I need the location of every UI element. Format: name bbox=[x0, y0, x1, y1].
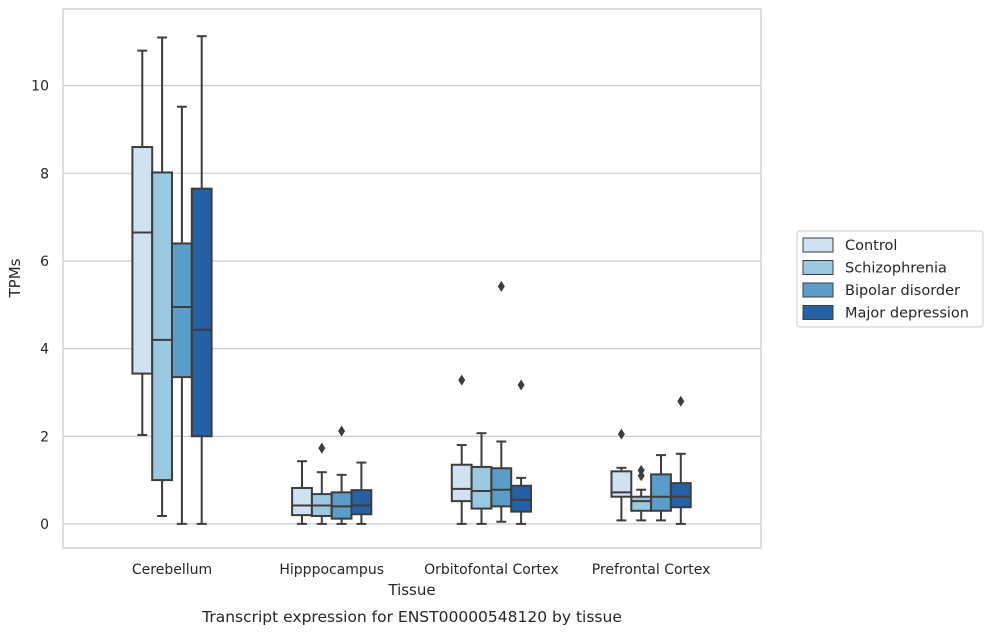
y-tick-label: 6 bbox=[40, 254, 49, 270]
y-axis-label: TPMs bbox=[6, 258, 24, 298]
x-axis-label: Tissue bbox=[387, 581, 435, 599]
box-group bbox=[190, 35, 213, 525]
box bbox=[610, 470, 633, 498]
box bbox=[630, 495, 653, 512]
x-tick-label: Cerebellum bbox=[132, 562, 212, 578]
box bbox=[510, 484, 533, 513]
box bbox=[291, 486, 313, 517]
box bbox=[470, 465, 493, 510]
box-group bbox=[510, 379, 533, 525]
x-tick-labels: Cerebellum Hipppocampus Orbitofontal Corte… bbox=[132, 562, 711, 578]
outlier-point bbox=[617, 428, 625, 440]
outlier-point bbox=[497, 280, 505, 292]
box bbox=[151, 171, 173, 482]
legend-label: Major depression bbox=[845, 306, 969, 322]
legend-swatch bbox=[802, 260, 834, 275]
outlier-point bbox=[637, 464, 645, 476]
legend-swatch bbox=[802, 305, 834, 320]
box-group bbox=[350, 461, 373, 525]
outlier-point bbox=[338, 425, 346, 437]
box bbox=[350, 489, 373, 516]
outlier-point bbox=[517, 379, 525, 391]
outlier-point bbox=[458, 374, 466, 386]
x-tick-label: Orbitofontal Cortex bbox=[424, 562, 559, 578]
legend-label: Schizophrenia bbox=[845, 261, 947, 277]
y-tick-label: 4 bbox=[40, 342, 49, 358]
box-group bbox=[151, 36, 173, 518]
y-tick-labels: 0 2 4 6 8 10 bbox=[31, 79, 49, 533]
box bbox=[490, 467, 513, 508]
box-group bbox=[470, 432, 493, 525]
outlier-point bbox=[677, 395, 685, 407]
box-group bbox=[630, 464, 653, 522]
x-tick-label: Hipppocampus bbox=[279, 562, 384, 578]
legend-label: Control bbox=[845, 238, 897, 254]
box bbox=[450, 463, 473, 503]
box bbox=[650, 473, 672, 512]
x-tick-label: Prefrontal Cortex bbox=[592, 562, 711, 578]
box bbox=[669, 482, 692, 509]
box-series bbox=[131, 35, 692, 525]
box-group bbox=[330, 425, 353, 525]
legend-frame bbox=[796, 230, 984, 328]
box-group bbox=[669, 395, 692, 525]
box bbox=[171, 242, 193, 379]
legend-swatch bbox=[802, 237, 834, 253]
y-tick-label: 2 bbox=[40, 429, 49, 445]
y-tick-label: 10 bbox=[31, 79, 49, 95]
y-tick-label: 0 bbox=[40, 517, 49, 533]
legend-label: Bipolar disorder bbox=[845, 283, 960, 299]
legend-swatch bbox=[802, 282, 834, 298]
box-group bbox=[610, 428, 633, 522]
box bbox=[190, 187, 213, 438]
legend-items: Control Schizophrenia Bipolar disorder Majo… bbox=[802, 237, 969, 322]
box bbox=[131, 146, 154, 375]
chart-caption: Transcript expression for ENST0000054812… bbox=[201, 608, 622, 626]
legend: Control Schizophrenia Bipolar disorder Majo… bbox=[796, 230, 984, 328]
y-tick-label: 8 bbox=[40, 166, 49, 182]
outlier-point bbox=[318, 442, 326, 454]
